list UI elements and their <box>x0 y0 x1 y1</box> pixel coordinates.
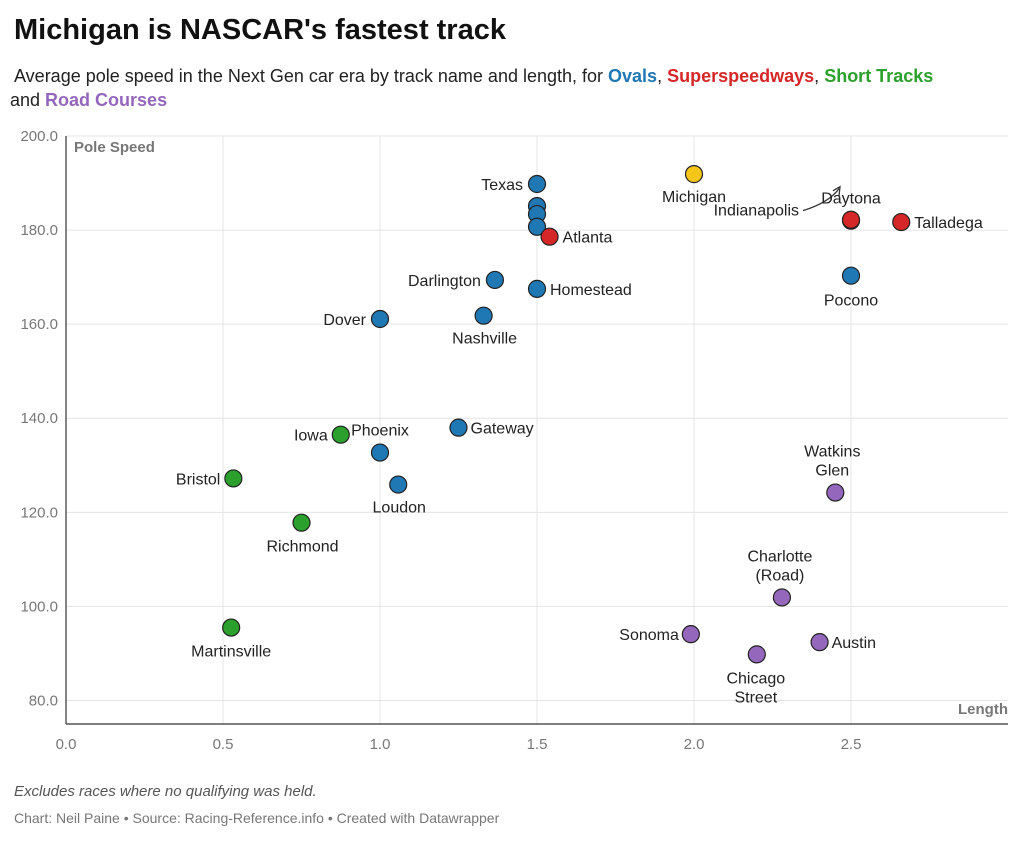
label-daytona: Daytona <box>821 191 881 208</box>
point-darlington <box>485 270 505 290</box>
point-sonoma <box>681 625 700 644</box>
label-talladega: Talladega <box>914 215 983 232</box>
label-nashville: Nashville <box>452 331 517 348</box>
label-atlanta: Atlanta <box>563 230 613 247</box>
y-tick-label: 160.0 <box>20 316 58 333</box>
x-tick-label: 2.0 <box>684 736 705 753</box>
point-atlanta <box>540 227 559 246</box>
chart-credit: Chart: Neil Paine • Source: Racing-Refer… <box>14 810 500 826</box>
legend-short-tracks: Short Tracks <box>824 66 934 86</box>
y-tick-label: 180.0 <box>20 222 58 239</box>
label-charlotte-road: Charlotte (Road) <box>747 548 812 584</box>
label-bristol: Bristol <box>176 471 220 488</box>
label-watkins-glen: Watkins Glen <box>804 444 860 480</box>
indianapolis-arrow <box>802 188 840 212</box>
point-martinsville <box>222 618 241 637</box>
label-darlington: Darlington <box>408 273 481 290</box>
point-watkins-glen <box>826 483 845 502</box>
legend-road-courses: Road Courses <box>45 90 168 110</box>
y-tick-label: 120.0 <box>20 504 58 521</box>
arrowhead-icon <box>832 185 841 196</box>
x-tick-label: 0.5 <box>213 736 234 753</box>
point-daytona <box>841 210 861 229</box>
chart-note: Excludes races where no qualifying was h… <box>14 783 317 800</box>
scatter-chart: 80.0 100.0 120.0 140.0 160.0 180.0 200.0 0.0 0.5… <box>20 128 1008 753</box>
label-chicago-street: Chicago Street <box>726 670 785 706</box>
subtitle-sep: , <box>657 66 668 86</box>
legend-superspeedways: Superspeedways <box>667 66 815 86</box>
y-tick-label: 140.0 <box>20 410 58 427</box>
label-loudon: Loudon <box>373 500 426 517</box>
point-phoenix <box>370 443 390 462</box>
point-michigan <box>684 165 704 184</box>
label-pocono: Pocono <box>824 293 878 310</box>
point-iowa <box>331 425 350 444</box>
point-gateway <box>449 418 468 437</box>
point-pocono <box>841 266 861 285</box>
x-tick-label: 0.0 <box>56 736 77 753</box>
label-martinsville: Martinsville <box>191 644 271 661</box>
label-sonoma: Sonoma <box>619 627 679 644</box>
chart-title: Michigan is NASCAR's fastest track <box>14 14 506 46</box>
point-loudon <box>389 475 408 494</box>
point-bristol <box>224 469 243 488</box>
point-chicago-street <box>747 645 766 664</box>
label-texas: Texas <box>481 177 523 194</box>
label-indianapolis: Indianapolis <box>714 203 799 220</box>
point-homestead <box>527 279 547 298</box>
label-gateway: Gateway <box>471 421 534 438</box>
y-axis-label: Pole Speed <box>74 139 155 156</box>
point-charlotte-road <box>772 588 792 607</box>
label-phoenix: Phoenix <box>351 423 409 440</box>
point-texas <box>527 174 547 194</box>
label-homestead: Homestead <box>550 282 632 299</box>
subtitle-sep: , <box>814 66 825 86</box>
y-tick-label: 80.0 <box>29 692 58 709</box>
y-tick-label: 100.0 <box>20 598 58 615</box>
point-unlabeled <box>527 217 547 236</box>
x-tick-label: 1.5 <box>527 736 548 753</box>
point-nashville <box>474 306 493 325</box>
x-tick-label: 2.5 <box>841 736 862 753</box>
y-tick-label: 200.0 <box>20 128 58 145</box>
point-austin <box>810 633 829 652</box>
point-dover <box>370 309 390 329</box>
chart-subtitle: Average pole speed in the Next Gen car e… <box>10 64 1014 112</box>
subtitle-text: Average pole speed in the Next Gen car e… <box>14 66 609 86</box>
point-talladega <box>892 212 911 232</box>
legend-ovals: Ovals <box>608 66 658 86</box>
label-iowa: Iowa <box>294 428 328 445</box>
subtitle-and: and <box>10 90 46 110</box>
x-tick-label: 1.0 <box>370 736 391 753</box>
label-michigan: Michigan <box>662 189 726 206</box>
label-dover: Dover <box>323 312 366 329</box>
label-austin: Austin <box>832 635 876 652</box>
x-axis-label: Length <box>958 701 1008 718</box>
point-richmond <box>292 513 311 532</box>
label-richmond: Richmond <box>266 539 338 556</box>
